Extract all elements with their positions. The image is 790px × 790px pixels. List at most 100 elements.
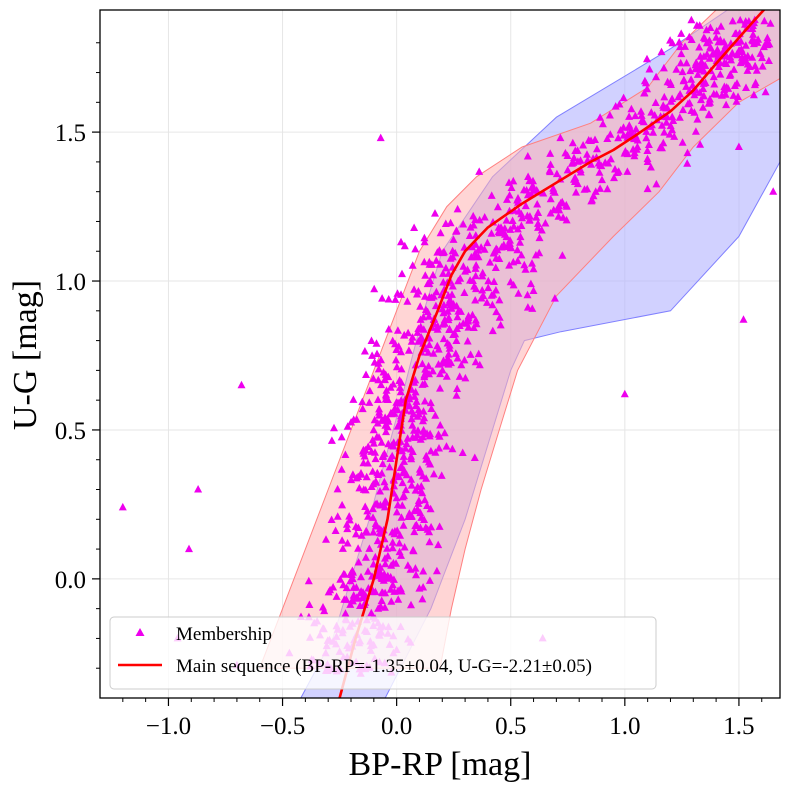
membership-point [716,70,725,78]
membership-point [699,103,707,111]
membership-point [376,567,385,576]
membership-point [382,391,391,400]
membership-point [382,386,391,394]
membership-point [523,303,532,311]
membership-point [384,325,393,333]
membership-point [455,321,464,329]
membership-point [562,215,571,224]
membership-point [384,295,393,303]
membership-point [382,498,391,506]
membership-point [454,307,463,315]
membership-point [758,62,767,70]
membership-point [432,287,441,296]
membership-point [395,472,404,481]
membership-point [573,179,582,188]
membership-point [439,248,447,257]
membership-point [407,475,416,483]
membership-point [368,467,377,475]
membership-point [420,397,429,405]
membership-point [589,191,598,200]
membership-point [505,191,514,199]
membership-point [687,15,696,24]
membership-point [525,176,534,185]
membership-point [668,112,677,121]
membership-point [687,75,696,83]
membership-point [484,283,493,292]
membership-point [371,454,380,463]
membership-point [633,136,642,144]
membership-point [340,570,349,578]
membership-point [546,149,555,157]
membership-point [393,500,402,509]
membership-point [730,65,738,73]
membership-point [546,209,555,217]
membership-point [420,379,429,388]
membership-point [365,386,374,395]
membership-point [739,315,748,323]
membership-point [452,391,461,399]
membership-point [659,103,668,111]
membership-point [742,83,750,91]
membership-point [359,588,367,597]
membership-point [734,142,743,150]
membership-point [732,29,741,37]
membership-point [418,594,427,603]
membership-point [446,254,455,262]
membership-point [518,213,527,222]
membership-point [676,90,685,98]
membership-point [526,279,535,288]
membership-point [377,355,385,364]
membership-point [405,509,414,517]
membership-point [420,495,429,504]
membership-point [381,559,390,568]
membership-point [678,67,687,76]
membership-point [695,88,704,96]
membership-point [521,201,530,210]
membership-point [470,282,479,290]
membership-point [341,450,350,458]
membership-point [466,350,475,358]
membership-point [662,118,671,126]
membership-point [377,596,386,604]
membership-point [741,17,750,25]
membership-point [704,99,713,107]
membership-point [728,16,737,25]
membership-point [362,370,370,378]
membership-point [666,121,675,130]
membership-point [619,123,628,131]
membership-point [640,76,649,85]
membership-point [392,355,400,364]
membership-point [440,319,449,327]
axis-ticks: −1.0 −0.5 0.0 0.5 1.0 1.5 0.0 0.5 1.0 1.5 [55,42,763,740]
membership-point [429,469,438,478]
membership-point [378,588,386,596]
membership-point [509,222,518,230]
membership-point [534,219,542,227]
membership-point [356,470,365,478]
membership-point [531,250,540,259]
membership-point [722,100,731,109]
membership-point [439,269,447,277]
membership-point [381,421,390,429]
membership-point [596,113,605,121]
membership-point [494,223,503,231]
legend-marker-membership [135,628,145,636]
y-tick-label: 1.5 [55,120,86,147]
membership-point [478,271,487,280]
membership-point [425,334,434,342]
membership-point [397,347,405,356]
membership-point [445,344,454,352]
membership-point [346,576,355,585]
membership-point [432,566,441,575]
membership-point [378,294,387,302]
membership-point [359,485,368,493]
membership-point [514,194,522,202]
membership-point [411,433,420,441]
membership-point [345,515,354,524]
membership-point [428,366,437,375]
membership-point [714,62,723,70]
membership-point [413,328,422,336]
membership-point [305,600,314,608]
membership-point [460,288,469,296]
